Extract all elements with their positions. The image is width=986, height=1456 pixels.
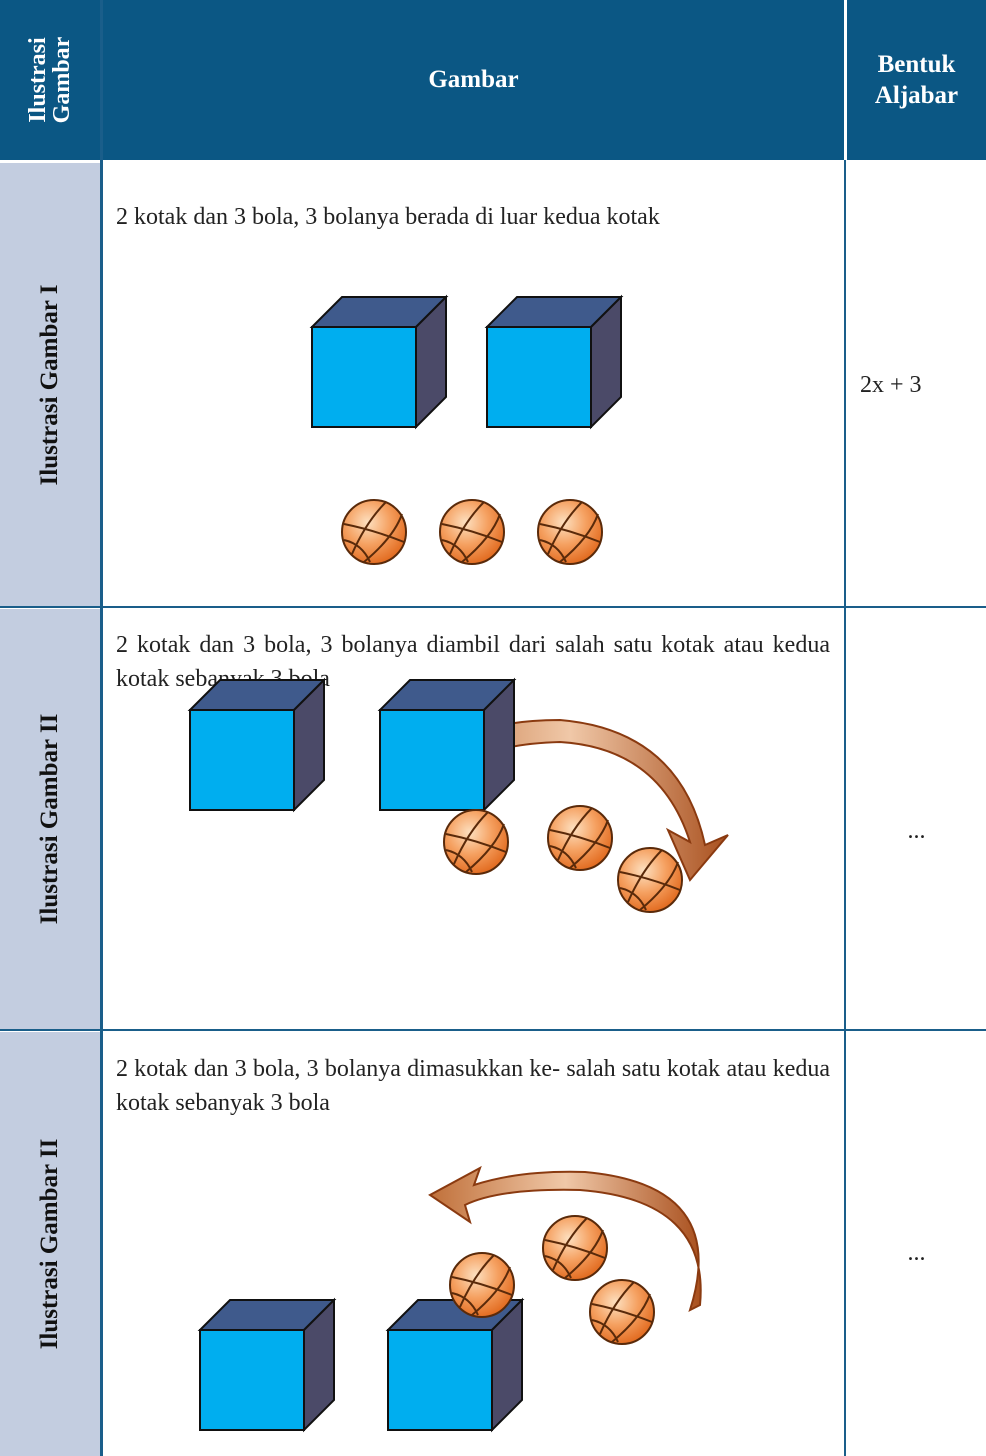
ball-icon <box>589 1279 655 1345</box>
ball-icon <box>537 499 603 565</box>
border <box>0 1029 986 1031</box>
header-label: Gambar <box>428 66 519 93</box>
description: 2 kotak dan 3 bola, 3 bolanya berada di … <box>116 204 660 230</box>
algebra-form: 2x + 3 <box>860 372 922 398</box>
box-icon <box>486 296 622 428</box>
box-icon <box>199 1299 335 1431</box>
ball-icon <box>542 1215 608 1281</box>
ball-icon <box>341 499 407 565</box>
ball-icon <box>449 1252 515 1318</box>
row-label-cell: Ilustrasi Gambar I <box>0 163 100 606</box>
algebra-form: ... <box>907 818 926 844</box>
algebra-form: ... <box>907 1240 926 1266</box>
box-icon <box>387 1299 523 1431</box>
ball-icon <box>617 847 683 913</box>
border <box>844 0 847 160</box>
border <box>0 606 986 608</box>
header-cell: Gambar <box>103 0 844 160</box>
ball-icon <box>547 805 613 871</box>
box-icon <box>189 679 325 811</box>
header-cell: Bentuk Aljabar <box>847 0 986 160</box>
ball-icon <box>443 809 509 875</box>
box-icon <box>379 679 515 811</box>
header-cell: Ilustrasi Gambar <box>0 0 100 160</box>
row-label-cell: Ilustrasi Gambar II <box>0 609 100 1029</box>
border <box>100 0 103 1456</box>
row-label-cell: Ilustrasi Gambar II <box>0 1032 100 1456</box>
header-label: Bentuk Aljabar <box>874 51 959 109</box>
border <box>844 160 846 1456</box>
arrow <box>428 1165 702 1312</box>
description: 2 kotak dan 3 bola, 3 bolanya dimasukkan… <box>116 1056 830 1116</box>
box-icon <box>311 296 447 428</box>
ball-icon <box>439 499 505 565</box>
